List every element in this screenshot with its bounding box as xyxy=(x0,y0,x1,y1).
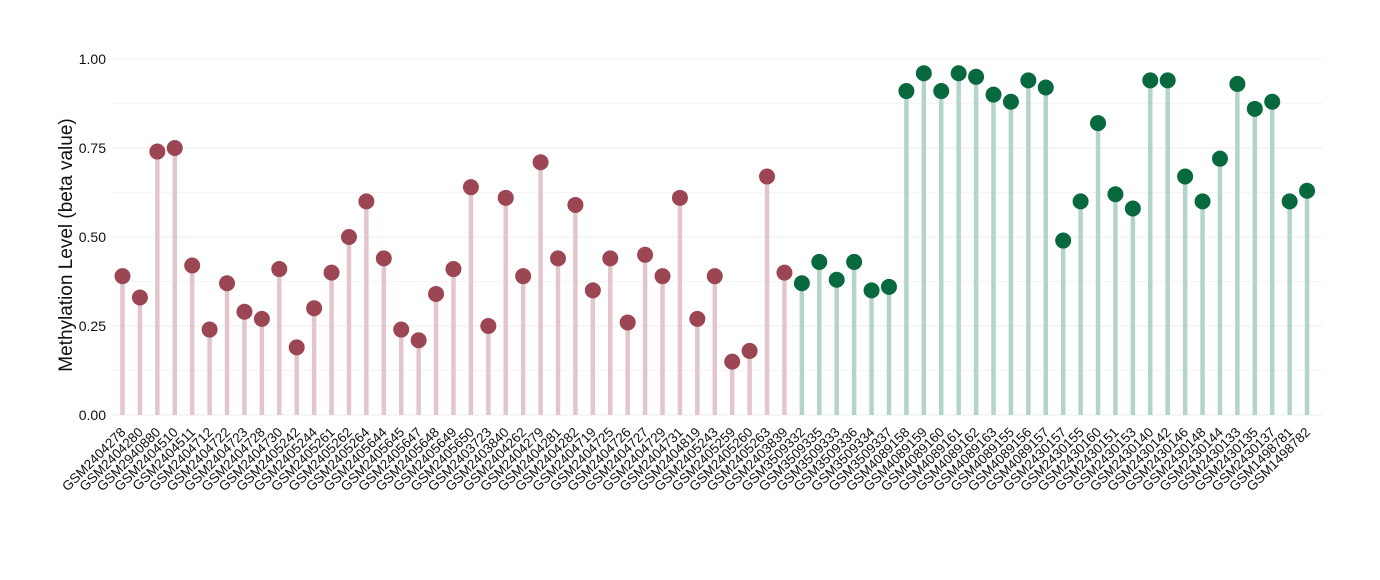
lollipop-point xyxy=(933,83,950,100)
y-axis: 0.00 0.25 0.50 0.75 1.00 xyxy=(79,51,106,423)
lollipop-point xyxy=(968,68,985,85)
lollipop-point xyxy=(619,314,636,331)
y-tick-label: 0.50 xyxy=(79,229,106,245)
lollipop-point xyxy=(567,196,584,213)
lollipop-point xyxy=(201,321,218,338)
lollipop-point xyxy=(375,250,392,267)
lollipop-point xyxy=(1299,182,1316,199)
lollipop-point xyxy=(1037,79,1054,96)
lollipop-point xyxy=(1159,72,1176,89)
lollipop-point xyxy=(706,268,723,285)
lollipop-point xyxy=(828,271,845,288)
lollipop-point xyxy=(306,300,323,317)
lollipop-point xyxy=(445,261,462,278)
lollipop-point xyxy=(724,353,741,370)
lollipop-point xyxy=(462,179,479,196)
lollipop-point xyxy=(323,264,340,281)
lollipop-point xyxy=(846,253,863,270)
lollipop-point xyxy=(1142,72,1159,89)
lollipop-point xyxy=(741,342,758,359)
lollipop-point xyxy=(1124,200,1141,217)
lollipop-point xyxy=(602,250,619,267)
lollipop-point xyxy=(428,285,445,302)
lollipop-point xyxy=(637,246,654,263)
lollipop-point xyxy=(532,154,549,171)
y-tick-label: 0.00 xyxy=(79,407,106,423)
lollipop-points xyxy=(114,65,1316,370)
lollipop-point xyxy=(1002,93,1019,110)
lollipop-point xyxy=(1194,193,1211,210)
lollipop-point xyxy=(880,278,897,295)
lollipop-point xyxy=(759,168,776,185)
lollipop-point xyxy=(1246,100,1263,117)
lollipop-point xyxy=(689,310,706,327)
lollipop-point xyxy=(184,257,201,274)
lollipop-point xyxy=(393,321,410,338)
lollipop-stems xyxy=(120,73,1310,415)
lollipop-point xyxy=(340,229,357,245)
lollipop-point xyxy=(898,83,915,100)
lollipop-point xyxy=(236,303,253,320)
lollipop-point xyxy=(550,250,566,267)
x-axis-tick-labels: GSM2404278GSM2404280GSM2940880GSM2404510… xyxy=(59,424,1313,494)
lollipop-point xyxy=(915,65,932,82)
lollipop-point xyxy=(149,143,166,160)
lollipop-point xyxy=(793,275,810,292)
lollipop-point xyxy=(1264,93,1281,110)
lollipop-point xyxy=(811,253,828,270)
lollipop-point xyxy=(271,261,288,278)
lollipop-point xyxy=(166,140,183,156)
lollipop-point xyxy=(584,282,601,299)
lollipop-point xyxy=(1281,193,1298,210)
lollipop-point xyxy=(1107,186,1124,203)
lollipop-point xyxy=(515,268,532,285)
lollipop-point xyxy=(114,268,131,285)
lollipop-point xyxy=(1177,168,1194,185)
lollipop-point xyxy=(410,332,427,349)
lollipop-point xyxy=(1211,150,1228,167)
y-tick-label: 1.00 xyxy=(79,51,106,67)
lollipop-point xyxy=(253,310,270,327)
lollipop-point xyxy=(863,282,880,299)
lollipop-point xyxy=(654,268,671,285)
lollipop-point xyxy=(1020,72,1037,89)
lollipop-point xyxy=(776,264,793,281)
lollipop-point xyxy=(497,189,514,206)
lollipop-point xyxy=(219,275,236,292)
lollipop-point xyxy=(950,65,967,82)
lollipop-point xyxy=(131,289,148,306)
lollipop-point xyxy=(985,86,1002,103)
lollipop-point xyxy=(358,193,375,210)
lollipop-point xyxy=(1229,75,1246,92)
y-tick-label: 0.25 xyxy=(79,318,106,334)
lollipop-point xyxy=(480,318,497,334)
y-tick-label: 0.75 xyxy=(79,140,106,156)
lollipop-point xyxy=(1072,193,1089,210)
lollipop-point xyxy=(1055,232,1072,249)
lollipop-point xyxy=(288,339,305,356)
lollipop-point xyxy=(1090,115,1107,132)
y-axis-label: Methylation Level (beta value) xyxy=(56,118,77,371)
lollipop-point xyxy=(671,189,688,206)
